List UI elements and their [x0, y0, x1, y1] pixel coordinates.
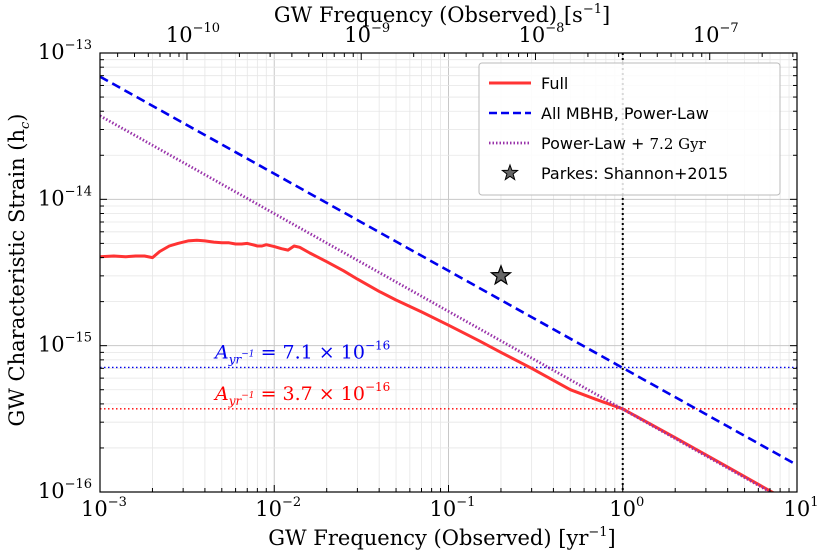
ticks: 10−3 10−2 10−1 100 101 10−10 10−9 10−8 10−7 10−13… [38, 21, 819, 521]
star-marker [489, 264, 513, 286]
x-axis-title: GW Frequency (Observed) [yr−1] [268, 525, 616, 550]
series [100, 75, 797, 492]
x-tick-label: 100 [609, 495, 644, 521]
y-tick-label: 10−16 [38, 477, 92, 503]
x2-tick-label: 10−7 [693, 21, 739, 47]
x-tick-label: 10−2 [255, 495, 301, 521]
points [489, 264, 513, 286]
x-tick-label: 10−1 [430, 495, 476, 521]
x2-tick-label: 10−9 [344, 21, 390, 47]
legend-box [478, 62, 781, 196]
reference-lines [100, 53, 797, 492]
grid [99, 53, 797, 493]
amplitude-label: Ayr−1 = 3.7 × 10−16 [213, 380, 390, 408]
series-line [100, 75, 797, 467]
x2-axis-title: GW Frequency (Observed) [s−1] [274, 2, 610, 27]
legend-label: Full [541, 74, 568, 93]
x-tick-label: 101 [783, 495, 818, 521]
x2-tick-label: 10−10 [166, 21, 220, 47]
annotations: Ayr−1 = 7.1 × 10−16 Ayr−1 = 3.7 × 10−16 [213, 338, 390, 407]
x2-tick-label: 10−8 [519, 21, 565, 47]
y-tick-label: 10−13 [38, 38, 92, 64]
series-line [100, 238, 775, 492]
legend: Full All MBHB, Power-Law Power-Law + 7.2 G… [478, 62, 781, 196]
legend-label: Parkes: Shannon+2015 [541, 164, 728, 183]
x-tick-label: 10−3 [81, 495, 127, 521]
legend-star-icon [501, 163, 519, 181]
y-axis-title: GW Characteristic Strain (hc) [5, 114, 33, 427]
series-line [100, 114, 774, 492]
legend-label: All MBHB, Power-Law [541, 104, 709, 123]
y-tick-label: 10−14 [38, 184, 92, 210]
amplitude-label: Ayr−1 = 7.1 × 10−16 [213, 338, 390, 366]
y-tick-label: 10−15 [38, 331, 92, 357]
legend-label: Power-Law + 7.2 Gyr [541, 134, 707, 153]
